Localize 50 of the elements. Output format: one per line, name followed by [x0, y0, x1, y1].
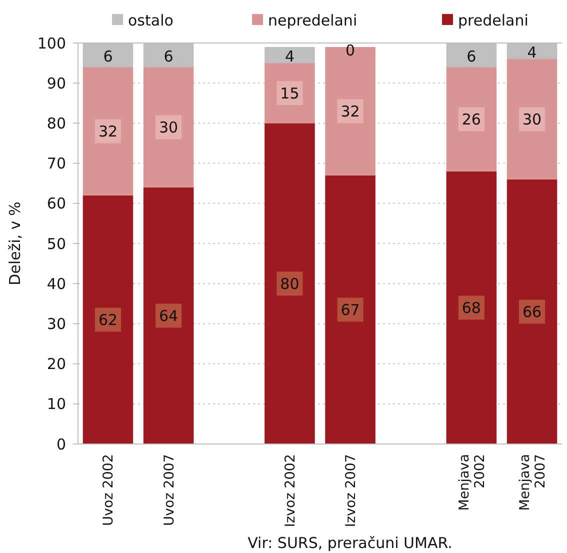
data-label: 4 — [284, 47, 294, 66]
x-tick-label: Menjava 2007 — [516, 454, 549, 511]
data-label: 32 — [98, 122, 118, 140]
legend-label: ostalo — [128, 11, 174, 30]
data-label: 30 — [159, 118, 178, 136]
data-label: 62 — [98, 310, 118, 329]
data-label: 4 — [527, 43, 537, 62]
legend-label: predelani — [458, 11, 528, 30]
bar — [82, 67, 134, 196]
data-label: 30 — [522, 110, 542, 128]
bar — [82, 195, 134, 444]
y-tick-label: 30 — [46, 314, 66, 333]
y-tick-label: 10 — [46, 395, 66, 414]
y-tick-label: 100 — [37, 34, 66, 52]
y-tick-label: 60 — [46, 194, 66, 213]
bar — [506, 179, 558, 444]
x-tick-label: Izvoz 2007 — [343, 454, 360, 528]
x-tick-label: Uvoz 2002 — [100, 454, 117, 526]
data-label: 6 — [466, 47, 476, 66]
data-label: 32 — [340, 102, 360, 120]
x-tick-label: Uvoz 2007 — [161, 454, 178, 526]
legend-label: nepredelani — [268, 11, 358, 30]
y-tick-label: 70 — [46, 154, 66, 173]
y-tick-label: 0 — [56, 435, 66, 454]
data-label: 6 — [164, 47, 174, 66]
data-label: 26 — [462, 110, 481, 128]
data-label: 64 — [159, 306, 178, 325]
y-tick-label: 50 — [46, 234, 66, 253]
data-label: 6 — [103, 47, 113, 66]
bar — [446, 171, 497, 444]
text: Vir: SURS, preračuni UMAR. — [248, 534, 452, 552]
bar — [143, 187, 194, 444]
x-tick-label: Izvoz 2002 — [282, 454, 298, 528]
data-label: 80 — [280, 274, 300, 293]
y-axis-title: Deleži, v % — [6, 202, 24, 286]
data-label: 66 — [522, 302, 542, 321]
bar — [264, 123, 315, 444]
bar — [506, 59, 558, 180]
y-tick-label: 40 — [46, 274, 66, 293]
bar — [325, 175, 376, 444]
x-tick-label: Menjava 2002 — [456, 454, 488, 511]
bar — [143, 67, 194, 188]
y-tick-label: 90 — [46, 74, 66, 92]
data-label: 0 — [346, 41, 356, 60]
data-label: 68 — [462, 298, 481, 317]
bar — [264, 47, 315, 64]
y-tick-label: 20 — [46, 355, 66, 374]
data-label: 15 — [280, 84, 300, 102]
y-tick-label: 80 — [46, 114, 66, 132]
data-label: 67 — [340, 300, 360, 319]
